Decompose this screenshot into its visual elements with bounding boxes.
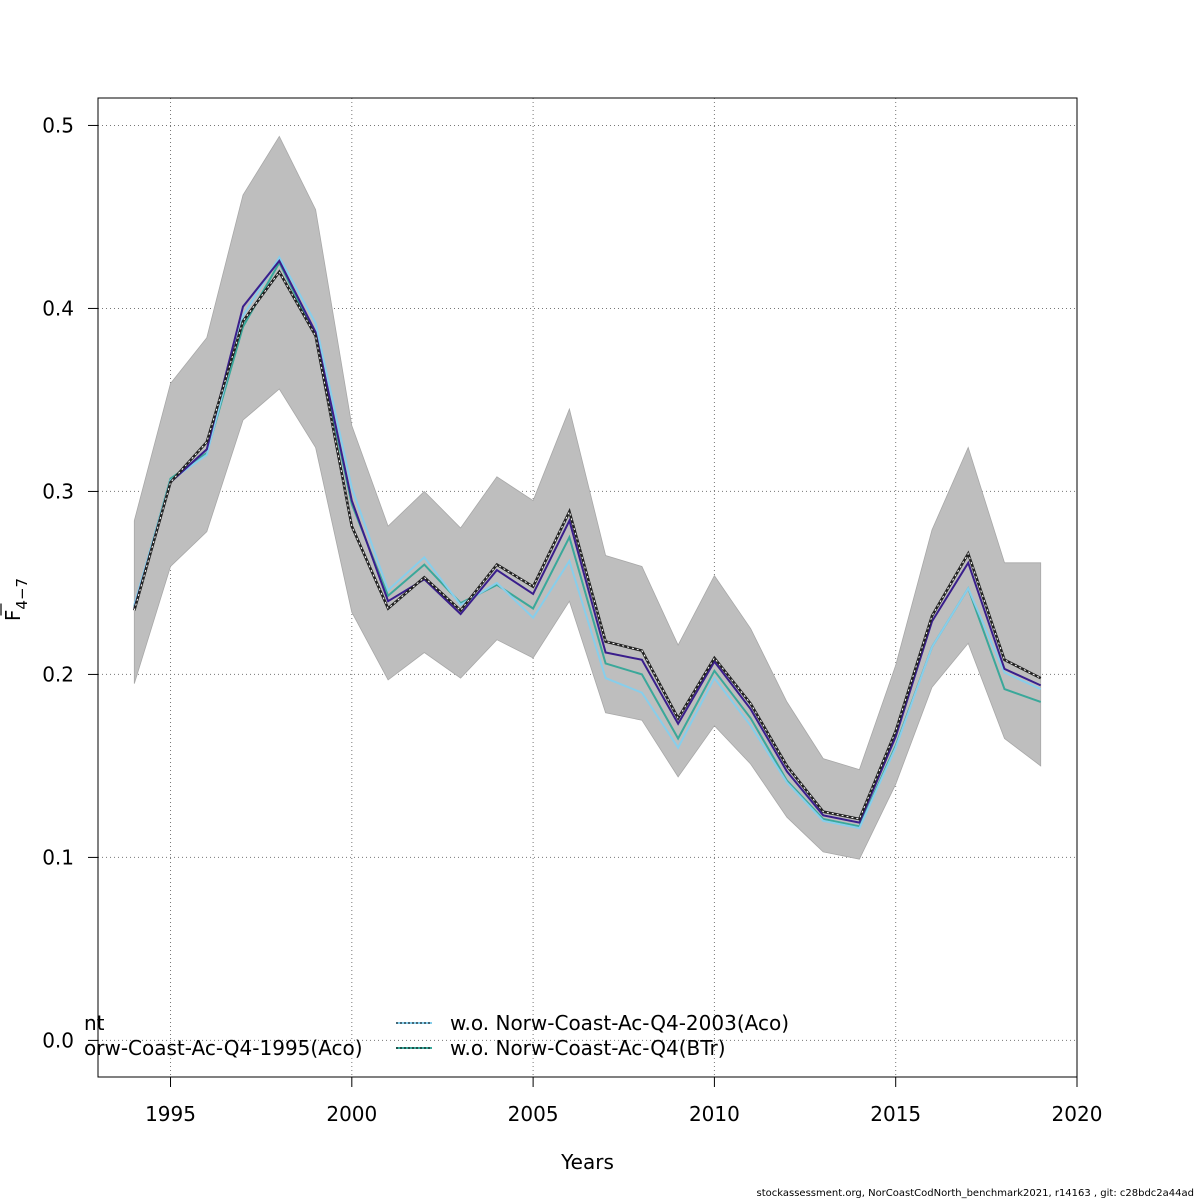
svg-text:F4−7: F4−7 (1, 578, 31, 621)
series-lines (133, 255, 1042, 830)
x-tick-label-5: 2020 (1052, 1102, 1103, 1126)
series-line-2 (133, 255, 1042, 830)
y-tick-label-1: 0.1 (42, 845, 74, 869)
y-tick-label-0: 0.0 (42, 1028, 74, 1052)
confidence-band (133, 135, 1042, 860)
y-tick-label-5: 0.5 (42, 113, 74, 137)
series-line-0-dots (133, 270, 1041, 820)
footer-credit: stockassessment.org, NorCoastCodNorth_be… (756, 1188, 1194, 1199)
series-line-1-stroke (133, 259, 1042, 824)
x-tick-label-0: 1995 (145, 1102, 196, 1126)
legend-label-0: nt (84, 1011, 105, 1035)
series-line-2-stroke (133, 255, 1042, 830)
y-axis-title: F4−7 (0, 578, 31, 621)
x-tick-label-4: 2015 (870, 1102, 921, 1126)
y-axis-title-main: F (1, 610, 25, 622)
x-tick-label-2: 2005 (508, 1102, 559, 1126)
x-axis-title: Years (560, 1150, 614, 1174)
x-tick-label-1: 2000 (326, 1102, 377, 1126)
legend-label-2: w.o. Norw-Coast-Ac-Q4-2003(Aco) (450, 1011, 789, 1035)
y-axis: 0.0 0.1 0.2 0.3 0.4 0.5 (42, 113, 98, 1052)
plot-frame (97, 97, 1078, 1078)
series-line-0 (133, 269, 1042, 821)
x-axis: 1995 2000 2005 2010 2015 2020 (145, 1077, 1102, 1126)
legend-label-3: w.o. Norw-Coast-Ac-Q4(BTr) (450, 1036, 726, 1060)
legend-label-1: orw-Coast-Ac-Q4-1995(Aco) (84, 1036, 363, 1060)
x-tick-label-3: 2010 (689, 1102, 740, 1126)
y-tick-label-4: 0.4 (42, 296, 74, 320)
y-tick-label-3: 0.3 (42, 479, 74, 503)
confidence-band-area (133, 135, 1042, 860)
series-line-1 (133, 259, 1042, 824)
y-tick-label-2: 0.2 (42, 662, 74, 686)
y-axis-title-sub: 4−7 (13, 578, 31, 610)
